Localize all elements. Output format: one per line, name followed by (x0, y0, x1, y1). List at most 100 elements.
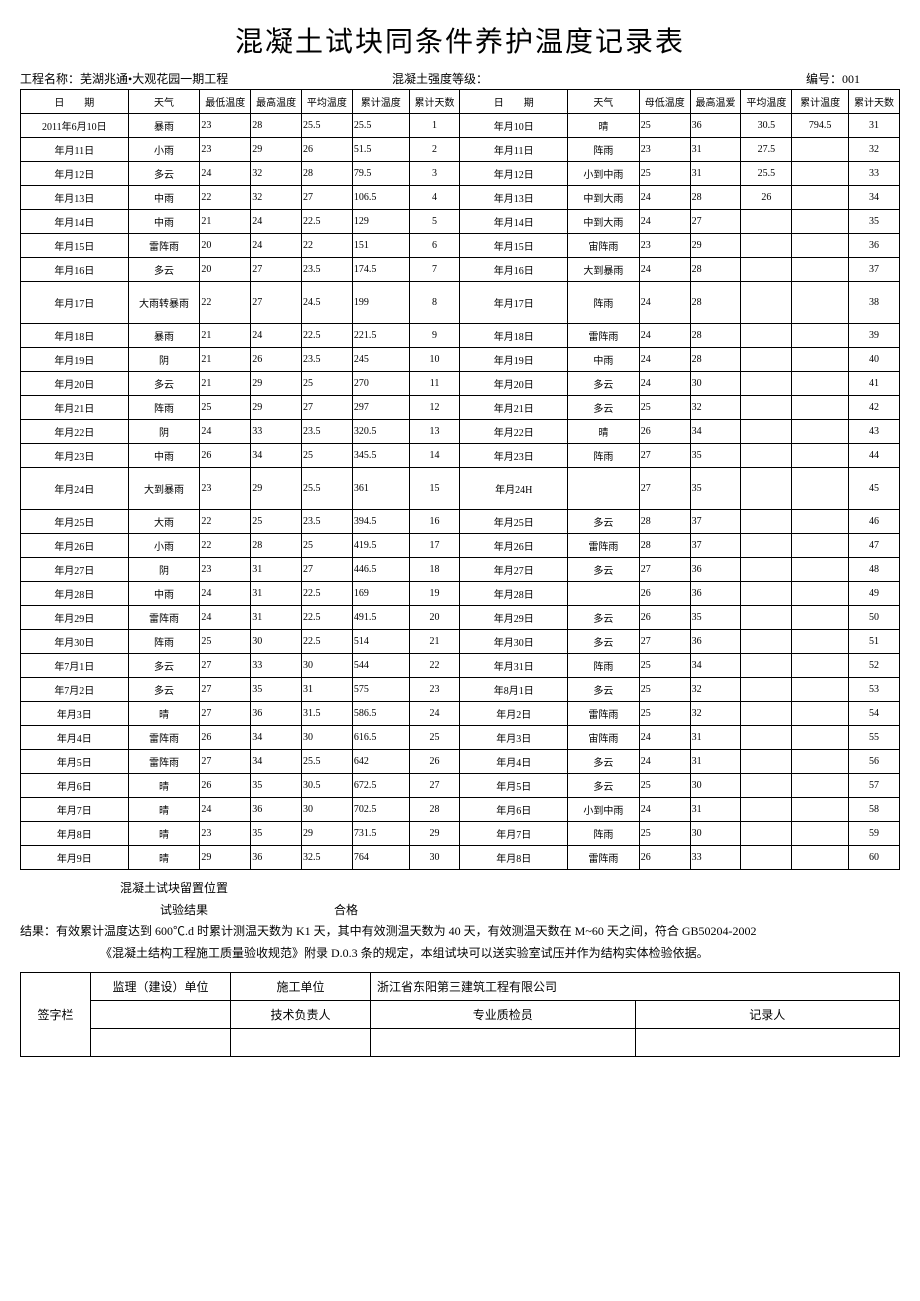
cell-max: 27 (251, 282, 302, 324)
cell-max2: 28 (690, 324, 741, 348)
cell-date: 年月6日 (21, 774, 129, 798)
cell-max2: 37 (690, 534, 741, 558)
cell-max2: 27 (690, 210, 741, 234)
cell-max2: 34 (690, 654, 741, 678)
sig-empty1 (91, 1001, 231, 1029)
cell-date2: 年月6日 (460, 798, 568, 822)
cell-weather: 雷阵雨 (128, 234, 200, 258)
cell-avg: 25 (302, 534, 353, 558)
cell-max: 36 (251, 846, 302, 870)
cell-max2: 32 (690, 702, 741, 726)
cell-max: 29 (251, 468, 302, 510)
cell-cum: 491.5 (352, 606, 409, 630)
cell-avg: 24.5 (302, 282, 353, 324)
col-avg: 平均温度 (302, 90, 353, 114)
cell-max: 28 (251, 534, 302, 558)
cell-days2: 40 (849, 348, 900, 372)
table-row: 年月20日多云21292527011年月20日多云243041 (21, 372, 900, 396)
cell-date2: 年月23日 (460, 444, 568, 468)
table-row: 年月23日中雨263425345.514年月23日阵雨273544 (21, 444, 900, 468)
cell-avg2 (741, 234, 792, 258)
table-row: 年月9日晴293632.576430年月8日雷阵雨263360 (21, 846, 900, 870)
cell-cum: 106.5 (352, 186, 409, 210)
cell-date2: 年月10日 (460, 114, 568, 138)
cell-date2: 年月26日 (460, 534, 568, 558)
cell-avg: 23.5 (302, 510, 353, 534)
cell-weather2 (568, 468, 640, 510)
cell-cum: 575 (352, 678, 409, 702)
test-result-label: 试验结果 (160, 903, 208, 917)
cell-date2: 年月27日 (460, 558, 568, 582)
cell-max2: 30 (690, 774, 741, 798)
cell-cum2 (792, 396, 849, 420)
cell-avg2 (741, 606, 792, 630)
cell-days2: 36 (849, 234, 900, 258)
cell-days2: 43 (849, 420, 900, 444)
cell-cum2 (792, 534, 849, 558)
cell-max2: 31 (690, 726, 741, 750)
cell-days: 8 (409, 282, 460, 324)
cell-weather: 大雨转暴雨 (128, 282, 200, 324)
cell-max: 34 (251, 444, 302, 468)
cell-days2: 59 (849, 822, 900, 846)
cell-avg2 (741, 726, 792, 750)
cell-min2: 25 (639, 702, 690, 726)
cell-weather: 雷阵雨 (128, 726, 200, 750)
cell-cum: 361 (352, 468, 409, 510)
cell-avg: 27 (302, 558, 353, 582)
cell-cum: 586.5 (352, 702, 409, 726)
cell-avg: 30.5 (302, 774, 353, 798)
cell-max: 32 (251, 186, 302, 210)
table-row: 年月7日晴243630702.528年月6日小到中雨243158 (21, 798, 900, 822)
table-row: 年月5日雷阵雨273425.564226年月4日多云243156 (21, 750, 900, 774)
cell-weather2 (568, 582, 640, 606)
header-info: 工程名称：芜湖兆通•大观花园一期工程 混凝土强度等级： 编号：001 (20, 70, 900, 87)
cell-days: 27 (409, 774, 460, 798)
cell-cum2 (792, 558, 849, 582)
cell-max: 29 (251, 138, 302, 162)
cell-weather2: 晴 (568, 420, 640, 444)
cell-cum: 544 (352, 654, 409, 678)
cell-max2: 36 (690, 630, 741, 654)
cell-date2: 年月16日 (460, 258, 568, 282)
supervisor-label: 监理（建设）单位 (91, 973, 231, 1001)
cell-cum: 129 (352, 210, 409, 234)
cell-avg: 23.5 (302, 258, 353, 282)
cell-avg2 (741, 774, 792, 798)
col-days: 累计天数 (409, 90, 460, 114)
cell-min2: 24 (639, 372, 690, 396)
col-date: 日 期 (21, 90, 129, 114)
cell-avg2: 30.5 (741, 114, 792, 138)
cell-weather: 小雨 (128, 138, 200, 162)
cell-date2: 年月14日 (460, 210, 568, 234)
cell-max: 28 (251, 114, 302, 138)
cell-days2: 37 (849, 258, 900, 282)
cell-days: 19 (409, 582, 460, 606)
cell-min2: 28 (639, 534, 690, 558)
table-row: 年月4日雷阵雨263430616.525年月3日宙阵雨243155 (21, 726, 900, 750)
cell-avg2 (741, 510, 792, 534)
table-row: 年7月2日多云27353157523年8月1日多云253253 (21, 678, 900, 702)
cell-days: 3 (409, 162, 460, 186)
cell-days2: 51 (849, 630, 900, 654)
cell-cum2 (792, 582, 849, 606)
cell-max: 33 (251, 654, 302, 678)
project-name: 芜湖兆通•大观花园一期工程 (80, 72, 228, 86)
cell-days2: 56 (849, 750, 900, 774)
cell-weather: 阵雨 (128, 630, 200, 654)
cell-days: 1 (409, 114, 460, 138)
cell-date2: 年月20日 (460, 372, 568, 396)
conclusion-line2: 《混凝土结构工程施工质量验收规范》附录 D.0.3 条的规定，本组试块可以送实验… (20, 943, 900, 965)
cell-min: 20 (200, 234, 251, 258)
cell-max: 34 (251, 726, 302, 750)
code-value: 001 (842, 72, 860, 86)
cell-min2: 25 (639, 774, 690, 798)
cell-days2: 39 (849, 324, 900, 348)
cell-min2: 26 (639, 846, 690, 870)
cell-cum2 (792, 138, 849, 162)
cell-max: 36 (251, 702, 302, 726)
cell-date: 年月13日 (21, 186, 129, 210)
table-row: 年月18日暴雨212422.5221.59年月18日雷阵雨242839 (21, 324, 900, 348)
cell-weather2: 多云 (568, 558, 640, 582)
cell-cum: 221.5 (352, 324, 409, 348)
